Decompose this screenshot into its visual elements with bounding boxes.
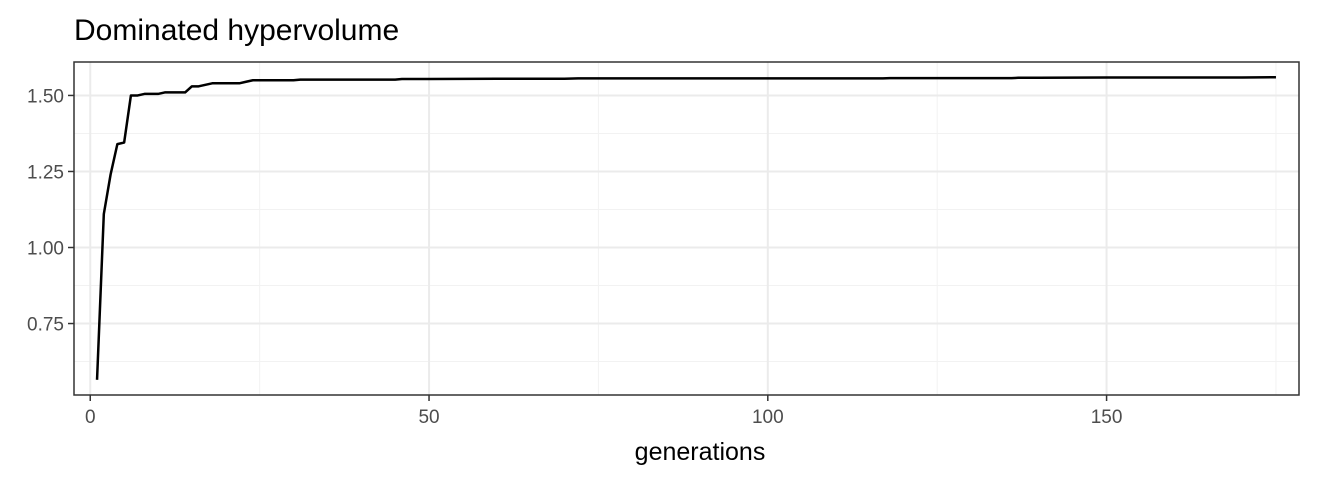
x-tick-label: 50 xyxy=(418,407,439,428)
x-axis-title: generations xyxy=(635,438,766,466)
y-tick-label: 0.75 xyxy=(27,315,64,336)
series-layer xyxy=(95,75,1276,380)
x-tick-label: 150 xyxy=(1091,407,1123,428)
x-tick-label: 100 xyxy=(752,407,784,428)
chart-title: Dominated hypervolume xyxy=(74,14,399,47)
axis-layer: 0 50 100 150 0.75 1.00 1.25 1.50 xyxy=(27,86,1122,428)
y-tick-label: 1.25 xyxy=(27,162,64,183)
grid-layer xyxy=(74,62,1299,395)
plot-panel-border xyxy=(73,61,1300,396)
y-tick-label: 1.00 xyxy=(27,239,64,260)
series-line xyxy=(95,75,1276,380)
x-tick-label: 0 xyxy=(85,407,96,428)
y-tick-label: 1.50 xyxy=(27,86,64,107)
